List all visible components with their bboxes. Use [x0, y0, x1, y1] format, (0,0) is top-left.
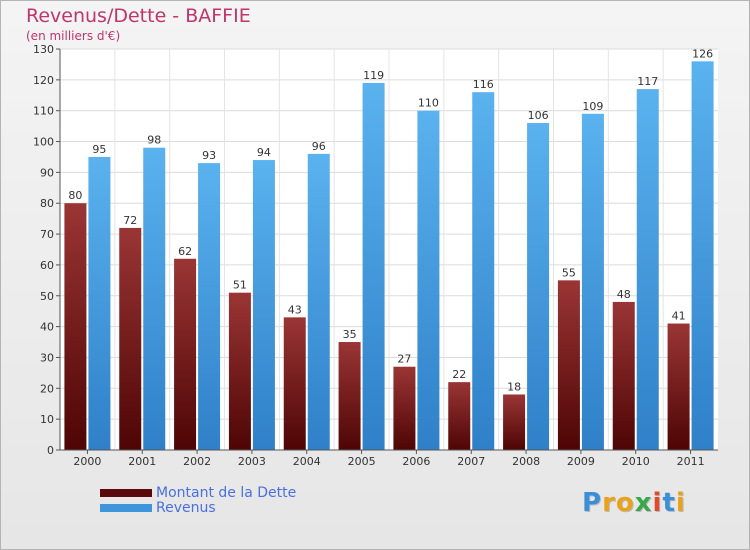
- data-label: 51: [233, 279, 247, 292]
- legend-item-revenus: Revenus: [100, 500, 296, 516]
- y-tick-label: 130: [33, 43, 54, 56]
- y-tick-label: 60: [40, 259, 54, 272]
- logo-letter: i: [652, 488, 663, 518]
- y-tick-label: 30: [40, 351, 54, 364]
- bar-revenus: [527, 123, 550, 451]
- bar-revenus: [417, 110, 440, 450]
- bar-revenus: [472, 92, 495, 450]
- bar-revenus: [307, 153, 330, 450]
- data-label: 41: [672, 310, 686, 323]
- y-tick-label: 0: [47, 444, 54, 457]
- bar-dette: [174, 258, 197, 450]
- data-label: 55: [562, 266, 576, 279]
- data-labels: 80 95 72 98 62 93 51 94 43 96 35 119 27 110 22 116 18 106…: [68, 47, 713, 393]
- y-tick-label: 10: [40, 413, 54, 426]
- y-tick-label: 110: [33, 105, 54, 118]
- bar-revenus: [691, 61, 714, 450]
- proxiti-logo: Proxiti: [582, 488, 686, 518]
- y-tick-label: 20: [40, 382, 54, 395]
- x-tick-label: 2003: [238, 455, 266, 468]
- data-label: 126: [692, 47, 713, 60]
- bar-revenus: [581, 113, 604, 451]
- y-tick-label: 120: [33, 74, 54, 87]
- bar-dette: [448, 382, 471, 450]
- data-label: 95: [92, 143, 106, 156]
- y-tick-label: 50: [40, 290, 54, 303]
- bar-revenus: [362, 82, 385, 450]
- bar-dette: [338, 342, 361, 450]
- bars: [64, 61, 714, 451]
- y-tick-label: 80: [40, 197, 54, 210]
- data-label: 106: [528, 109, 549, 122]
- data-label: 109: [582, 100, 603, 113]
- data-label: 117: [637, 75, 658, 88]
- x-tick-label: 2002: [183, 455, 211, 468]
- y-tick-label: 40: [40, 321, 54, 334]
- logo-letter: o: [615, 488, 635, 518]
- legend-swatch-revenus: [100, 504, 152, 512]
- data-label: 116: [473, 78, 494, 91]
- y-tick-label: 90: [40, 166, 54, 179]
- bar-dette: [228, 292, 251, 450]
- data-label: 94: [257, 146, 271, 159]
- legend-label-revenus: Revenus: [156, 500, 216, 516]
- data-label: 62: [178, 245, 192, 258]
- data-label: 110: [418, 97, 439, 110]
- bar-dette: [557, 280, 580, 450]
- bar-revenus: [198, 163, 221, 450]
- bar-dette: [119, 227, 142, 450]
- bar-revenus: [252, 160, 275, 451]
- grid-lines: [60, 48, 718, 451]
- x-tick-label: 2001: [128, 455, 156, 468]
- bar-dette: [64, 203, 87, 450]
- logo-letter: x: [634, 488, 653, 518]
- legend-swatch-debt: [100, 489, 152, 497]
- legend: Montant de la Dette Revenus: [100, 485, 297, 516]
- data-label: 18: [507, 380, 521, 393]
- bar-revenus: [88, 156, 111, 450]
- x-tick-label: 2000: [73, 455, 101, 468]
- data-label: 43: [288, 303, 302, 316]
- bar-dette: [283, 317, 306, 450]
- legend-item-debt: Montant de la Dette: [100, 485, 297, 501]
- logo-letter: P: [582, 488, 603, 518]
- data-label: 48: [617, 288, 631, 301]
- x-tick-label: 2005: [348, 455, 376, 468]
- x-tick-label: 2011: [677, 455, 705, 468]
- chart-subtitle: (en milliers d'€): [26, 29, 121, 43]
- data-label: 72: [123, 214, 137, 227]
- bar-dette: [667, 323, 690, 450]
- x-tick-label: 2009: [567, 455, 595, 468]
- logo-letter: i: [675, 488, 686, 518]
- chart-title: Revenus/Dette - BAFFIE: [26, 5, 251, 27]
- logo-letter: r: [602, 488, 616, 518]
- data-label: 35: [343, 328, 357, 341]
- axes: 0 10 20 30 40 50 60 70 80 90 100 110 120 130 2000 2001 2…: [33, 43, 718, 468]
- legend-label-debt: Montant de la Dette: [156, 485, 297, 501]
- bar-dette: [612, 301, 635, 450]
- y-tick-label: 70: [40, 228, 54, 241]
- data-label: 80: [68, 189, 82, 202]
- x-tick-label: 2010: [622, 455, 650, 468]
- data-label: 119: [363, 69, 384, 82]
- bar-revenus: [636, 89, 659, 450]
- data-label: 96: [312, 140, 326, 153]
- y-tick-label: 100: [33, 136, 54, 149]
- bar-dette: [393, 366, 416, 450]
- logo-letter: t: [662, 488, 676, 518]
- x-tick-label: 2007: [457, 455, 485, 468]
- data-label: 27: [397, 353, 411, 366]
- x-tick-label: 2004: [293, 455, 321, 468]
- x-tick-label: 2008: [512, 455, 540, 468]
- data-label: 22: [452, 368, 466, 381]
- data-label: 98: [147, 134, 161, 147]
- bar-dette: [503, 394, 526, 450]
- x-tick-label: 2006: [402, 455, 430, 468]
- data-label: 93: [202, 149, 216, 162]
- bar-revenus: [143, 147, 166, 450]
